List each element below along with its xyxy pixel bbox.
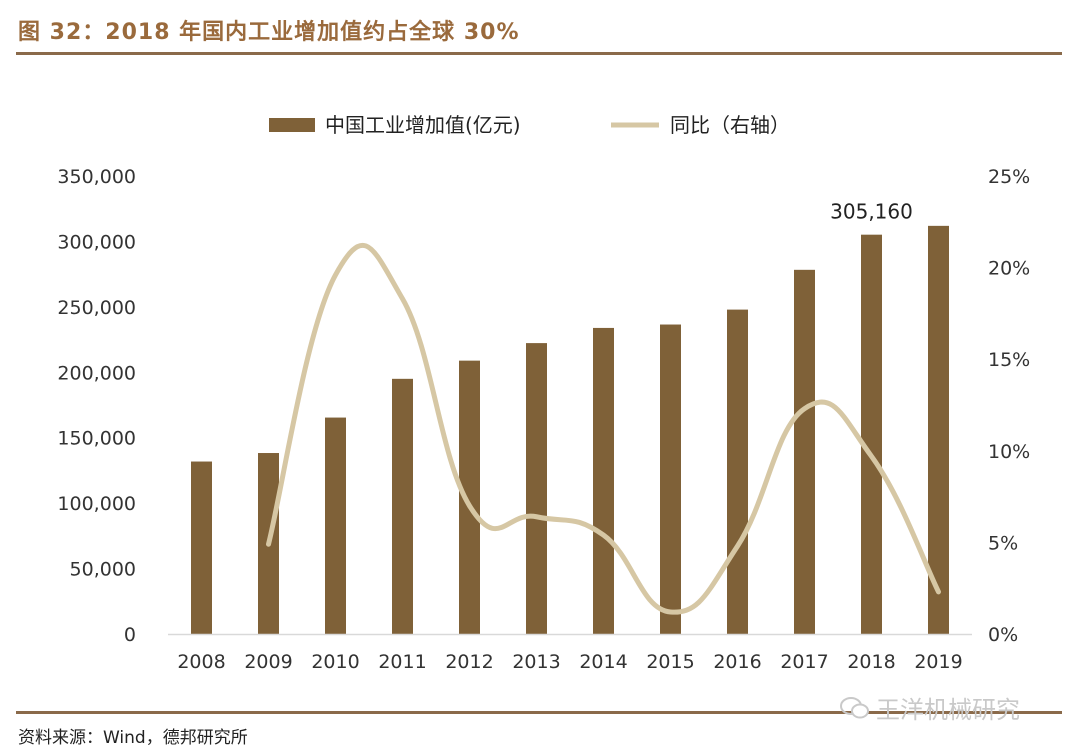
legend-swatch-bar (269, 118, 315, 132)
x-tick-label: 2019 (914, 651, 962, 673)
bar-2014 (593, 327, 614, 634)
bar-2012 (459, 360, 480, 634)
y-left-tick-label: 250,000 (57, 297, 136, 319)
y-left-tick-label: 50,000 (70, 559, 136, 581)
wechat-icon (840, 696, 869, 718)
bar-2010 (325, 417, 346, 634)
footer-rule (16, 711, 1062, 714)
y-left-tick-label: 0 (124, 624, 136, 646)
legend-label-bar: 中国工业增加值(亿元) (325, 113, 521, 137)
y-right-tick-label: 25% (988, 166, 1030, 188)
yoy-growth-line (266, 242, 941, 615)
x-tick-label: 2010 (311, 651, 359, 673)
y-left-tick-label: 350,000 (57, 166, 136, 188)
x-tick-label: 2011 (378, 651, 426, 673)
y-right-tick-label: 15% (988, 349, 1030, 371)
x-tick-label: 2009 (244, 651, 292, 673)
bar-2019 (928, 225, 949, 634)
chart: 0 50,000 100,000 150,000 200,000 250,000 300,0… (57, 113, 1030, 673)
y-left-tick-label: 150,000 (57, 428, 136, 450)
x-tick-label: 2018 (847, 651, 895, 673)
bar-2013 (526, 343, 547, 634)
bar-2018 (861, 234, 882, 635)
watermark-text: 王洋机械研究 (876, 696, 1020, 724)
figure-title: 图 32：2018 年国内工业增加值约占全球 30% (18, 20, 520, 45)
x-tick-label: 2015 (646, 651, 694, 673)
watermark: 王洋机械研究 (840, 690, 1020, 725)
legend-label-line: 同比（右轴） (670, 113, 790, 137)
data-label-2018: 305,160 (830, 200, 913, 224)
y-right-tick-label: 5% (988, 532, 1018, 554)
bar-2016 (727, 309, 748, 634)
y-right-tick-label: 20% (988, 258, 1030, 280)
x-tick-label: 2008 (177, 651, 225, 673)
y-left-tick-label: 100,000 (57, 493, 136, 515)
x-tick-label: 2017 (780, 651, 828, 673)
y-right-tick-label: 10% (988, 441, 1030, 463)
title-rule (16, 52, 1062, 55)
bar-2011 (392, 378, 413, 634)
bar-2017 (794, 269, 815, 634)
x-tick-label: 2012 (445, 651, 493, 673)
y-left-tick-label: 200,000 (57, 362, 136, 384)
bar-2015 (660, 324, 681, 634)
x-tick-label: 2016 (713, 651, 761, 673)
x-tick-label: 2013 (512, 651, 560, 673)
y-left-tick-label: 300,000 (57, 231, 136, 253)
source-note: 资料来源：Wind，德邦研究所 (18, 728, 248, 748)
bar-2008 (191, 461, 212, 634)
x-tick-label: 2014 (579, 651, 627, 673)
y-right-tick-label: 0% (988, 624, 1018, 646)
